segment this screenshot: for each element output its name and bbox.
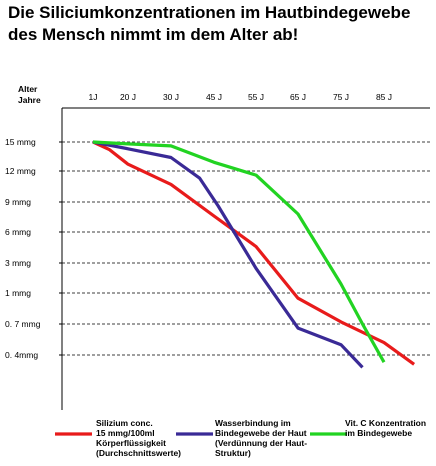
legend-entry-line: (Verdünnung der Haut-	[215, 438, 308, 448]
x-tick-labels: 1J 20 J 30 J 45 J 55 J 65 J 75 J 85 J	[89, 92, 393, 102]
series-line-2	[92, 140, 364, 369]
legend-entry-line: Vit. C Konzentration	[345, 418, 427, 428]
y-tick-labels: 15 mmg 12 mmg 9 mmg 6 mmg 3 mmg 1 mmg 0. 7 mmg…	[5, 137, 41, 360]
legend-entry: Wasserbindung im Bindegewebe der Haut (Ver…	[215, 418, 307, 458]
x-tick-label: 75 J	[333, 92, 349, 102]
y-tick-label: 1 mmg	[5, 288, 31, 298]
x-tick-label: 20 J	[120, 92, 136, 102]
x-tick-label: 1J	[89, 92, 98, 102]
legend-entry-line: Struktur)	[215, 448, 251, 458]
title-line-1: Die Siliciumkonzentrationen im Hautbinde…	[8, 3, 411, 22]
y-tick-label: 12 mmg	[5, 166, 36, 176]
x-tick-label: 55 J	[248, 92, 264, 102]
legend-entry-line: (Durchschnittswerte)	[96, 448, 182, 458]
title-line-2: des Mensch nimmt im dem Alter ab!	[8, 25, 299, 44]
grid-lines	[62, 141, 430, 356]
axes	[59, 107, 430, 410]
x-tick-label: 65 J	[290, 92, 306, 102]
legend-entry-line: Körperflüssigkeit	[96, 438, 166, 448]
legend-entry-line: Bindegewebe der Haut	[215, 428, 307, 438]
legend-entry-line: Silizium conc.	[96, 418, 153, 428]
legend-entry: Silizium conc. 15 mmg/100ml Körperflüssigk…	[96, 418, 181, 458]
y-tick-label: 3 mmg	[5, 258, 31, 268]
legend-entry-line: 15 mmg/100ml	[96, 428, 155, 438]
y-tick-label: 0. 4mmg	[5, 350, 38, 360]
legend-entry-line: im Bindegewebe	[345, 428, 413, 438]
legend-entry-line: Wasserbindung im	[215, 418, 291, 428]
x-tick-label: 85 J	[376, 92, 392, 102]
x-axis-label-line1: Alter	[18, 84, 38, 94]
legend-entry: Vit. C Konzentration im Bindegewebe	[345, 418, 426, 438]
y-tick-label: 9 mmg	[5, 197, 31, 207]
chart-title: Die Siliciumkonzentrationen im Hautbinde…	[8, 2, 428, 46]
x-tick-label: 45 J	[206, 92, 222, 102]
series-lines	[92, 140, 416, 369]
x-tick-label: 30 J	[163, 92, 179, 102]
y-tick-label: 15 mmg	[5, 137, 36, 147]
series-line-3	[92, 140, 386, 363]
x-axis-label-line2: Jahre	[18, 95, 41, 105]
y-tick-label: 6 mmg	[5, 227, 31, 237]
y-tick-label: 0. 7 mmg	[5, 319, 41, 329]
